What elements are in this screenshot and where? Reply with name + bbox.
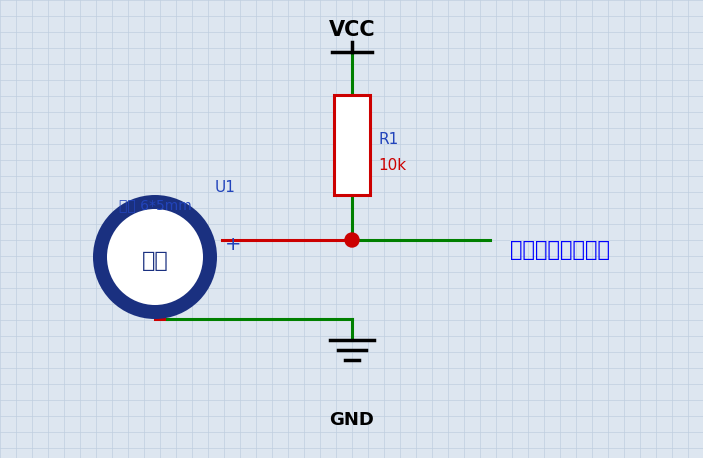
- Text: GND: GND: [330, 411, 375, 429]
- Text: 话筒: 话筒: [141, 251, 169, 271]
- Text: 话筒 6*5mm: 话筒 6*5mm: [119, 198, 191, 212]
- Text: 这里接示波器探头: 这里接示波器探头: [510, 240, 610, 260]
- Text: +: +: [225, 235, 241, 255]
- Text: VCC: VCC: [329, 20, 375, 40]
- Circle shape: [93, 195, 217, 319]
- Bar: [334, 95, 370, 195]
- Circle shape: [107, 209, 203, 305]
- Text: U1: U1: [214, 180, 236, 196]
- Text: R1: R1: [378, 132, 399, 147]
- Text: 10k: 10k: [378, 158, 406, 173]
- Circle shape: [345, 233, 359, 247]
